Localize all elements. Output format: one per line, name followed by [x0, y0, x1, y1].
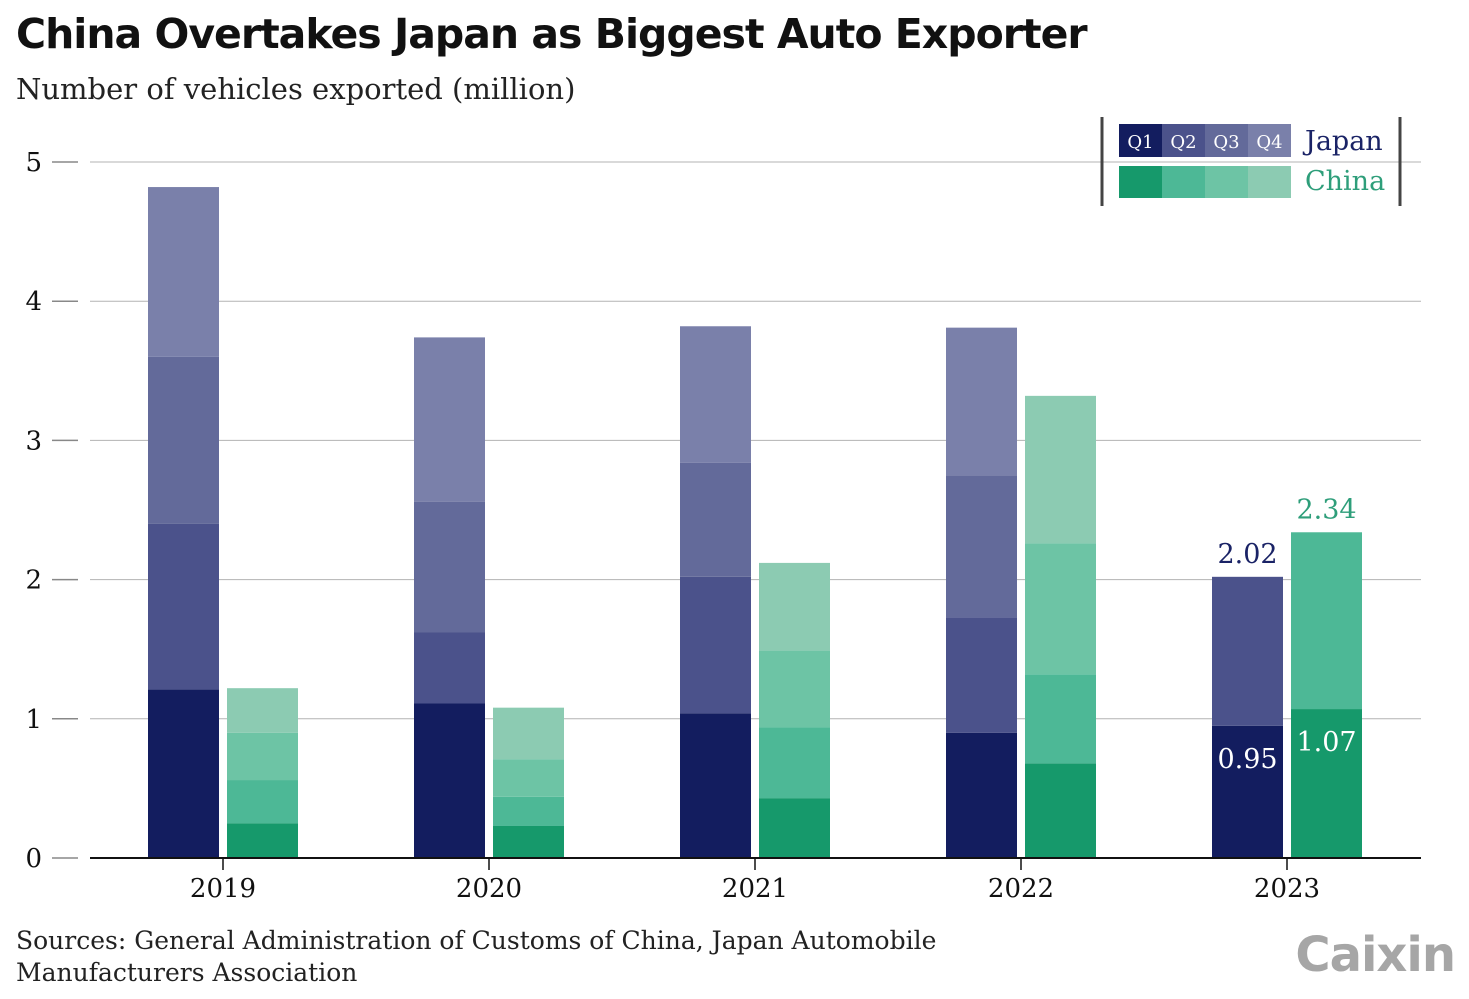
legend-swatch-china-q2: [1162, 166, 1205, 198]
bar-china-2022-q1: [1025, 763, 1096, 858]
y-tick-label: 3: [25, 426, 42, 456]
bar-japan-2022-q4: [946, 327, 1017, 476]
x-tick-label: 2023: [1254, 874, 1320, 904]
data-label-japan-q1: 0.95: [1217, 744, 1277, 775]
bars: [148, 187, 1362, 858]
bar-japan-2021-q4: [680, 326, 751, 463]
legend-swatch-china-q4: [1248, 166, 1291, 198]
y-tick-label: 1: [25, 705, 42, 735]
bar-china-2020-q4: [493, 707, 564, 760]
bar-japan-2021-q2: [680, 576, 751, 714]
bar-china-2022-q3: [1025, 543, 1096, 675]
bar-china-2020-q2: [493, 796, 564, 826]
bar-japan-2020-q4: [414, 337, 485, 502]
data-label-china-q2: 2.34: [1296, 494, 1356, 525]
legend-swatch-japan-q3: [1205, 124, 1248, 157]
bar-china-2021-q3: [759, 650, 830, 728]
bar-china-2022-q2: [1025, 674, 1096, 764]
legend-swatch-japan-q1: [1119, 124, 1162, 157]
chart-title: China Overtakes Japan as Biggest Auto Ex…: [16, 10, 1088, 58]
x-tick-label: 2022: [988, 874, 1054, 904]
legend-quarter-label: Q3: [1213, 132, 1239, 153]
bar-japan-2022-q1: [946, 732, 1017, 858]
bar-china-2023-q2: [1291, 532, 1362, 710]
bar-china-2023-q1: [1291, 709, 1362, 858]
legend: Q1 Q2 Q3 Q4 Japan China: [1100, 117, 1402, 206]
x-tick-label: 2021: [722, 874, 788, 904]
legend-swatch-china-q1: [1119, 166, 1162, 198]
y-tick-label: 2: [25, 566, 42, 596]
axes: 0 1 2 3 4 5 2019 2020 2021 2022 2023: [25, 148, 1421, 904]
bar-japan-2022-q2: [946, 617, 1017, 733]
sources-note: Sources: General Administration of Custo…: [16, 926, 937, 987]
bar-japan-2019-q4: [148, 187, 219, 357]
bar-japan-2022-q3: [946, 475, 1017, 618]
chart-subtitle: Number of vehicles exported (million): [16, 72, 576, 106]
legend-label-japan: Japan: [1302, 126, 1383, 157]
legend-swatch-japan-q2: [1162, 124, 1205, 157]
data-labels: 0.95 2.02 1.07 2.34: [1217, 494, 1356, 774]
bar-japan-2021-q3: [680, 462, 751, 577]
y-tick-label: 5: [25, 148, 42, 178]
bar-japan-2019-q2: [148, 523, 219, 690]
data-label-japan-q2: 2.02: [1217, 539, 1277, 570]
bar-japan-2021-q1: [680, 713, 751, 858]
legend-swatch-china-q3: [1205, 166, 1248, 198]
bar-china-2019-q2: [227, 780, 298, 824]
bar-china-2022-q4: [1025, 395, 1096, 544]
bar-japan-2019-q1: [148, 689, 219, 858]
bar-china-2020-q3: [493, 759, 564, 797]
bar-japan-2020-q3: [414, 501, 485, 633]
legend-quarter-label: Q4: [1256, 132, 1282, 153]
x-tick-label: 2019: [190, 874, 256, 904]
bar-china-2021-q4: [759, 562, 830, 651]
legend-label-china: China: [1305, 166, 1385, 197]
gridlines: [90, 161, 1421, 720]
legend-quarter-label: Q2: [1170, 132, 1196, 153]
bar-china-2021-q1: [759, 798, 830, 858]
legend-swatch-japan-q4: [1248, 124, 1291, 157]
bar-china-2019-q3: [227, 732, 298, 781]
y-tick-label: 0: [25, 844, 42, 874]
y-tick-label: 4: [25, 287, 42, 317]
bar-china-2019-q4: [227, 688, 298, 733]
data-label-china-q1: 1.07: [1296, 727, 1356, 758]
bar-japan-2019-q3: [148, 356, 219, 524]
x-tick-label: 2020: [456, 874, 522, 904]
legend-quarter-label: Q1: [1127, 132, 1153, 153]
bar-japan-2023-q1: [1212, 725, 1283, 858]
bar-japan-2020-q1: [414, 703, 485, 858]
bar-japan-2023-q2: [1212, 576, 1283, 726]
bar-japan-2020-q2: [414, 632, 485, 704]
bar-china-2019-q1: [227, 823, 298, 858]
caixin-logo: Caixin: [1295, 927, 1456, 983]
legend-swatches: Q1 Q2 Q3 Q4: [1119, 124, 1291, 198]
bar-china-2021-q2: [759, 727, 830, 799]
bar-china-2020-q1: [493, 825, 564, 858]
